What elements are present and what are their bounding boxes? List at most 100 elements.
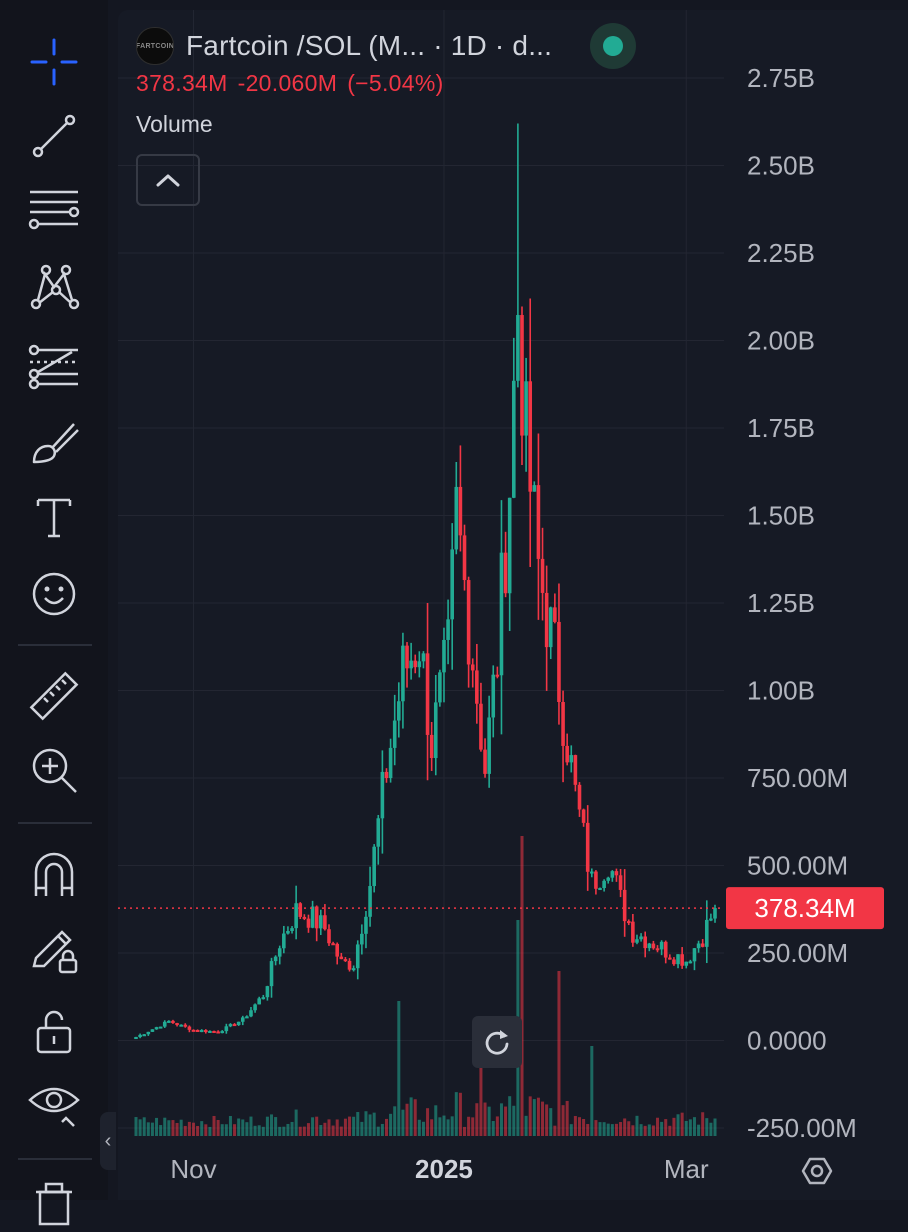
- emoji-icon[interactable]: [24, 564, 84, 624]
- volume-bar: [676, 1114, 680, 1136]
- candle-body: [175, 1023, 179, 1026]
- volume-bar: [380, 1123, 384, 1136]
- volume-indicator-label[interactable]: Volume: [136, 111, 213, 137]
- volume-bar: [430, 1119, 434, 1136]
- settings-hexagon-icon: [801, 1157, 833, 1185]
- volume-bar: [146, 1122, 150, 1136]
- candle-body: [704, 919, 709, 947]
- fib-retracement-icon[interactable]: [24, 336, 84, 396]
- volume-bar: [200, 1121, 204, 1136]
- volume-bar: [639, 1124, 643, 1136]
- candle-body: [162, 1021, 167, 1027]
- candle-body: [479, 703, 483, 750]
- candle-body: [557, 621, 561, 702]
- candle-body: [639, 936, 643, 940]
- zoom-in-icon[interactable]: [24, 740, 84, 800]
- unlock-icon[interactable]: [24, 1000, 84, 1060]
- volume-bar: [155, 1117, 159, 1136]
- y-axis-tick-label: 1.00B: [747, 676, 815, 706]
- trash-icon[interactable]: [24, 1172, 84, 1232]
- volume-bar: [405, 1103, 409, 1136]
- y-axis-tick-label: 750.00M: [747, 763, 848, 793]
- candle-body: [360, 933, 364, 945]
- candle-body: [470, 664, 475, 671]
- volume-bar: [413, 1099, 417, 1136]
- candle-body: [220, 1031, 225, 1034]
- candle-body: [302, 916, 307, 919]
- volume-bar: [508, 1096, 512, 1136]
- volume-bar: [196, 1125, 200, 1136]
- volume-bar: [233, 1124, 237, 1136]
- market-status-badge[interactable]: [590, 23, 637, 69]
- pencil-lock-icon[interactable]: [24, 920, 84, 980]
- ruler-icon[interactable]: [24, 666, 84, 726]
- chart-settings-button[interactable]: [798, 1152, 836, 1190]
- collapse-toolbar-button[interactable]: ‹: [100, 1112, 116, 1170]
- magnet-icon[interactable]: [24, 846, 84, 906]
- x-axis-tick-label: Mar: [664, 1154, 709, 1184]
- crosshair-icon[interactable]: [24, 32, 84, 92]
- candle-body: [253, 1004, 257, 1011]
- volume-bar: [187, 1121, 191, 1136]
- symbol-title[interactable]: Fartcoin /SOL (M... · 1D · d...: [186, 30, 553, 61]
- volume-bar: [216, 1119, 220, 1136]
- y-axis-tick-label: 0.0000: [747, 1026, 827, 1056]
- volume-bar: [372, 1112, 376, 1136]
- candle-body: [224, 1026, 229, 1032]
- volume-bar: [163, 1117, 167, 1136]
- candle-body: [314, 906, 319, 929]
- volume-bar: [664, 1119, 668, 1136]
- volume-bar: [212, 1115, 216, 1136]
- volume-bar: [298, 1126, 302, 1136]
- eye-icon[interactable]: [24, 1072, 84, 1132]
- reset-chart-button[interactable]: [472, 1016, 522, 1068]
- candle-body: [208, 1030, 212, 1033]
- volume-bar: [150, 1122, 154, 1136]
- volume-bar: [167, 1120, 171, 1136]
- volume-bar: [565, 1100, 569, 1136]
- candle-body: [409, 660, 413, 669]
- trend-line-icon[interactable]: [24, 106, 84, 166]
- candle-body: [553, 607, 557, 622]
- candle-body: [216, 1031, 220, 1034]
- candle-body: [134, 1037, 138, 1040]
- volume-bar: [417, 1119, 421, 1136]
- candle-body: [516, 315, 520, 381]
- price-chart[interactable]: 2.75B 2.50B 2.25B 2.00B 1.75B 1.50B 1.25B 1.00B…: [118, 10, 908, 1200]
- y-axis-tick-label: 500.00M: [747, 851, 848, 881]
- volume-bar: [356, 1112, 360, 1136]
- volume-bar: [348, 1116, 352, 1136]
- volume-bar: [327, 1119, 331, 1136]
- brush-icon[interactable]: [24, 412, 84, 472]
- candle-body: [405, 645, 409, 669]
- y-axis-tick-label: 2.50B: [747, 151, 815, 181]
- volume-bar: [368, 1114, 372, 1136]
- candle-body: [425, 653, 430, 735]
- collapse-legend-button[interactable]: [136, 154, 200, 206]
- candle-body: [598, 888, 602, 891]
- volume-bar: [237, 1118, 241, 1136]
- text-icon[interactable]: [24, 488, 84, 548]
- candle-body: [351, 968, 356, 971]
- volume-bar: [697, 1124, 701, 1136]
- change-percent: (−5.04%): [347, 70, 444, 96]
- chart-panel[interactable]: 2.75B 2.50B 2.25B 2.00B 1.75B 1.50B 1.25B 1.00B…: [118, 10, 908, 1200]
- candle-body: [138, 1034, 142, 1038]
- volume-bar: [442, 1115, 446, 1136]
- candle-body: [635, 939, 639, 943]
- volume-bar: [401, 1109, 405, 1136]
- volume-bar: [549, 1108, 553, 1136]
- candle-body: [540, 558, 545, 593]
- candle-body: [290, 928, 294, 931]
- candle-body: [503, 552, 508, 594]
- y-axis-tick-label: 2.00B: [747, 326, 815, 356]
- volume-bar: [446, 1119, 450, 1136]
- candle-body: [433, 702, 438, 759]
- pattern-icon[interactable]: [24, 256, 84, 316]
- candle-body: [672, 959, 676, 965]
- volume-bar: [245, 1122, 249, 1136]
- horizontal-lines-icon[interactable]: [24, 180, 84, 240]
- candle-body: [466, 580, 471, 665]
- volume-bar: [631, 1125, 635, 1136]
- candle-body: [384, 771, 389, 779]
